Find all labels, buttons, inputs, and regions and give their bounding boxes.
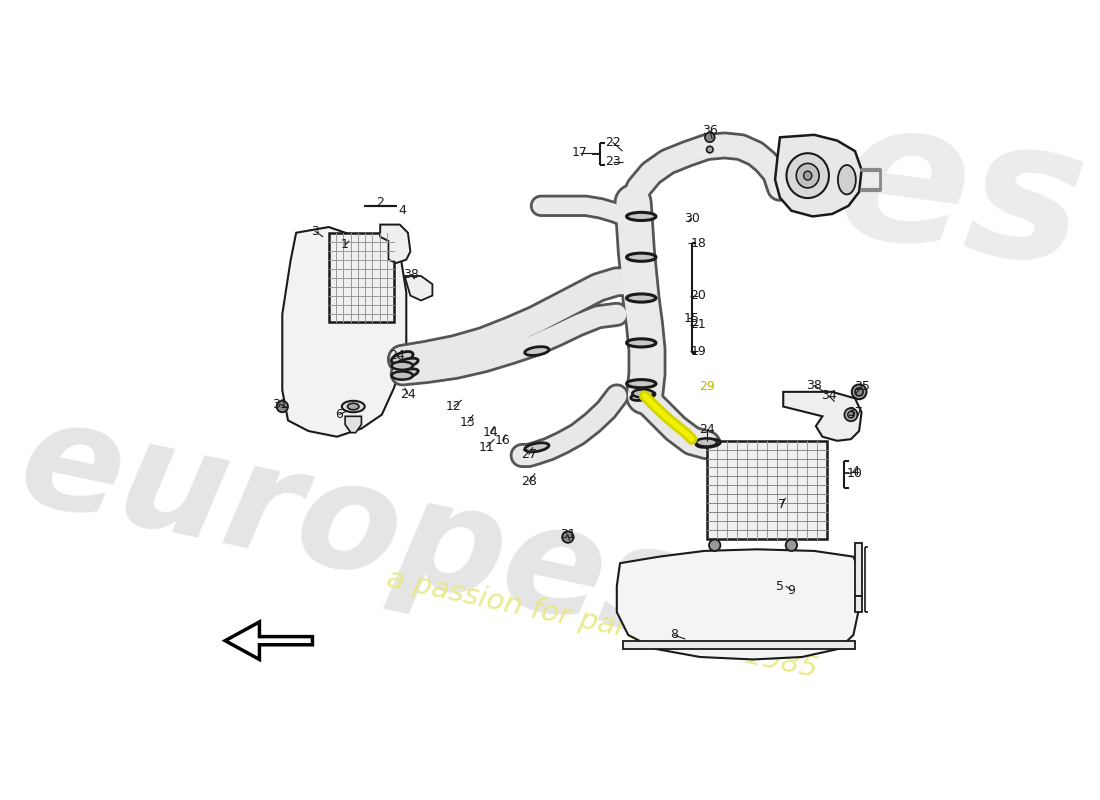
Text: 14: 14	[483, 426, 498, 439]
Text: 1: 1	[341, 238, 349, 251]
Text: 7: 7	[778, 498, 785, 511]
Polygon shape	[783, 392, 861, 441]
Ellipse shape	[630, 391, 654, 401]
Text: 37: 37	[847, 406, 864, 418]
Text: 17: 17	[572, 146, 588, 159]
Circle shape	[705, 132, 715, 142]
Text: 31: 31	[272, 398, 288, 410]
Ellipse shape	[395, 358, 418, 368]
Ellipse shape	[627, 212, 656, 221]
Text: 23: 23	[605, 155, 620, 168]
Text: a passion for parts since 1985: a passion for parts since 1985	[384, 565, 821, 684]
Text: 24: 24	[388, 350, 405, 362]
Text: 13: 13	[460, 416, 475, 430]
Text: 3: 3	[311, 225, 319, 238]
Text: 24: 24	[698, 423, 714, 436]
Ellipse shape	[395, 369, 418, 379]
Text: 21: 21	[691, 318, 706, 331]
Text: 28: 28	[520, 475, 537, 488]
Polygon shape	[855, 596, 861, 612]
Text: europes: europes	[8, 389, 707, 673]
Text: 12: 12	[446, 400, 462, 413]
Text: 10: 10	[847, 467, 864, 480]
Text: es: es	[825, 86, 1097, 306]
Ellipse shape	[696, 439, 720, 447]
Text: 2: 2	[376, 196, 384, 209]
Text: 29: 29	[698, 380, 714, 393]
Ellipse shape	[804, 171, 812, 180]
Circle shape	[276, 401, 288, 412]
Polygon shape	[226, 622, 312, 659]
Text: 20: 20	[691, 289, 706, 302]
Text: 18: 18	[691, 237, 706, 250]
Polygon shape	[345, 416, 362, 433]
Circle shape	[706, 146, 713, 153]
Text: 22: 22	[605, 136, 620, 149]
Ellipse shape	[627, 294, 656, 302]
Text: 11: 11	[478, 441, 494, 454]
Bar	[329, 233, 394, 322]
Polygon shape	[617, 550, 861, 659]
Ellipse shape	[838, 165, 856, 194]
Text: 9: 9	[788, 584, 795, 597]
Polygon shape	[405, 276, 432, 301]
Ellipse shape	[348, 403, 359, 410]
Polygon shape	[381, 225, 410, 263]
Circle shape	[710, 539, 720, 551]
Polygon shape	[283, 227, 406, 437]
Text: 34: 34	[821, 390, 837, 402]
Circle shape	[848, 411, 855, 418]
Text: 6: 6	[336, 408, 343, 421]
Text: 19: 19	[691, 345, 706, 358]
Ellipse shape	[627, 253, 656, 262]
Ellipse shape	[392, 371, 412, 380]
Ellipse shape	[342, 401, 365, 412]
Text: 4: 4	[398, 204, 406, 218]
Text: 35: 35	[854, 381, 869, 394]
Text: 5: 5	[776, 579, 784, 593]
Text: 31: 31	[560, 528, 575, 541]
Text: 38: 38	[404, 268, 419, 281]
Text: 15: 15	[684, 312, 700, 325]
Circle shape	[562, 531, 573, 542]
Polygon shape	[623, 641, 855, 649]
Text: 36: 36	[702, 124, 717, 138]
Ellipse shape	[525, 346, 549, 355]
Ellipse shape	[392, 351, 414, 364]
Circle shape	[845, 408, 858, 422]
Text: 30: 30	[684, 211, 700, 225]
Ellipse shape	[786, 153, 829, 198]
Text: 8: 8	[670, 629, 678, 642]
Text: 16: 16	[495, 434, 510, 447]
Ellipse shape	[392, 362, 412, 370]
Circle shape	[785, 539, 798, 551]
Polygon shape	[776, 135, 861, 217]
Circle shape	[851, 385, 867, 399]
Polygon shape	[855, 542, 861, 596]
Circle shape	[855, 388, 864, 396]
Ellipse shape	[796, 163, 820, 188]
Ellipse shape	[696, 438, 717, 446]
Text: 4: 4	[851, 466, 859, 478]
Text: 24: 24	[400, 388, 416, 401]
Ellipse shape	[627, 339, 656, 347]
Bar	[706, 441, 827, 538]
Text: 38: 38	[806, 379, 822, 392]
Ellipse shape	[525, 442, 549, 452]
Ellipse shape	[627, 380, 656, 388]
Ellipse shape	[632, 390, 653, 398]
Text: 27: 27	[520, 448, 537, 461]
